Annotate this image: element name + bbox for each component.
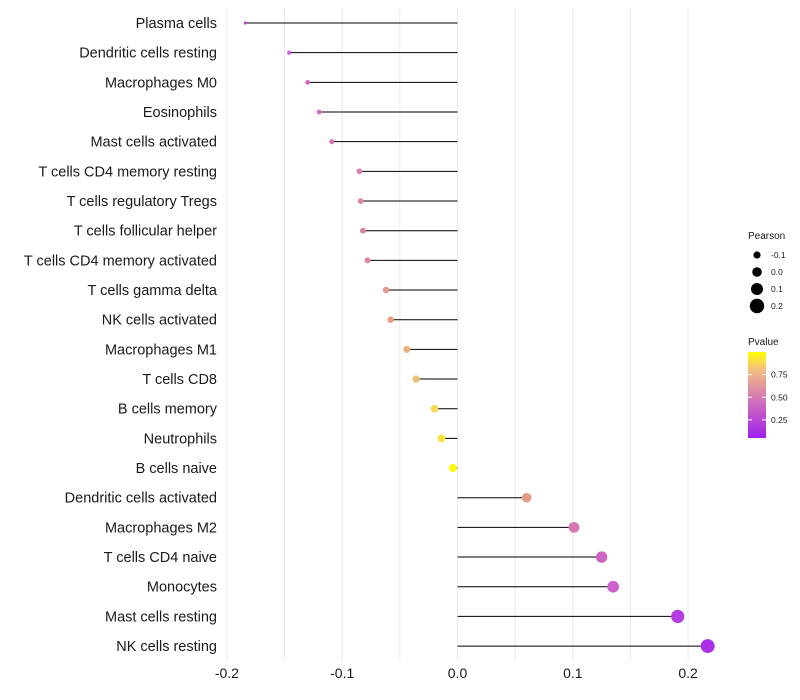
category-label: Plasma cells bbox=[136, 16, 217, 32]
point-dendritic-cells-activated bbox=[521, 492, 532, 503]
size-legend-key bbox=[751, 283, 763, 295]
category-label: T cells regulatory Tregs bbox=[67, 194, 217, 210]
point-dendritic-cells-resting bbox=[287, 50, 292, 55]
category-label: Mast cells activated bbox=[90, 135, 217, 151]
category-label: Macrophages M2 bbox=[105, 520, 217, 536]
x-tick-label: 0.1 bbox=[563, 665, 583, 681]
point-nk-cells-activated bbox=[387, 316, 394, 323]
color-legend: Pvalue 0.25 0.50 0.75 bbox=[748, 337, 788, 438]
size-legend-label: -0.1 bbox=[771, 250, 786, 260]
category-label: NK cells activated bbox=[102, 313, 217, 329]
point-t-cells-cd4-naive bbox=[595, 551, 608, 563]
point-b-cells-memory bbox=[430, 404, 439, 413]
grid-lines bbox=[226, 8, 689, 660]
lollipop-stems bbox=[245, 22, 708, 647]
size-legend-label: 0.2 bbox=[771, 301, 783, 311]
category-label: Dendritic cells resting bbox=[79, 46, 217, 62]
category-label: Eosinophils bbox=[143, 105, 217, 121]
color-legend-bar bbox=[748, 352, 766, 438]
color-legend-label: 0.75 bbox=[771, 370, 788, 380]
point-t-cells-cd4-memory-activated bbox=[364, 257, 371, 264]
category-label: Dendritic cells activated bbox=[65, 491, 217, 507]
size-legend-key bbox=[753, 251, 761, 259]
category-label: B cells naive bbox=[136, 461, 217, 477]
category-label: T cells CD4 memory resting bbox=[38, 164, 217, 180]
point-macrophages-m2 bbox=[568, 521, 580, 533]
size-legend-label: 0.1 bbox=[771, 284, 783, 294]
color-legend-label: 0.50 bbox=[771, 392, 788, 402]
category-label: T cells gamma delta bbox=[88, 283, 218, 299]
category-label: T cells follicular helper bbox=[74, 224, 217, 240]
color-legend-title: Pvalue bbox=[748, 337, 779, 348]
point-macrophages-m0 bbox=[305, 80, 310, 85]
point-t-cells-regulatory-tregs bbox=[357, 198, 364, 204]
size-legend-title: Pearson bbox=[748, 231, 785, 242]
x-tick-label: -0.1 bbox=[330, 665, 354, 681]
category-label: T cells CD4 memory activated bbox=[24, 253, 217, 269]
point-macrophages-m1 bbox=[403, 345, 411, 353]
size-legend-label: 0.0 bbox=[771, 267, 783, 277]
point-t-cells-follicular-helper bbox=[360, 227, 366, 234]
point-t-cells-cd8 bbox=[412, 375, 420, 383]
category-label: B cells memory bbox=[118, 402, 218, 418]
point-b-cells-naive bbox=[448, 464, 457, 473]
x-tick-label: 0.0 bbox=[448, 665, 468, 681]
size-legend-key bbox=[752, 267, 762, 277]
point-monocytes bbox=[607, 580, 620, 593]
category-label: Mast cells resting bbox=[105, 609, 217, 625]
size-legend-key bbox=[749, 298, 765, 314]
category-label: Neutrophils bbox=[144, 431, 217, 447]
x-axis-ticks: -0.2 -0.1 0.0 0.1 0.2 bbox=[215, 665, 698, 681]
color-legend-label: 0.25 bbox=[771, 415, 788, 425]
point-mast-cells-resting bbox=[671, 609, 685, 624]
point-t-cells-gamma-delta bbox=[382, 286, 390, 294]
category-label: Macrophages M1 bbox=[105, 342, 217, 358]
x-tick-label: 0.2 bbox=[678, 665, 698, 681]
category-label: T cells CD4 naive bbox=[104, 550, 217, 566]
point-nk-cells-resting bbox=[700, 639, 715, 654]
lollipop-points bbox=[243, 21, 715, 654]
size-legend: Pearson -0.1 0.0 0.1 0.2 bbox=[748, 231, 786, 314]
category-label: T cells CD8 bbox=[142, 372, 217, 388]
x-tick-label: -0.2 bbox=[215, 665, 239, 681]
point-neutrophils bbox=[437, 434, 446, 443]
category-label: Monocytes bbox=[147, 580, 217, 596]
category-labels: Plasma cells Dendritic cells resting Macro… bbox=[24, 16, 218, 655]
point-plasma-cells bbox=[243, 21, 247, 25]
point-mast-cells-activated bbox=[329, 139, 335, 145]
category-label: Macrophages M0 bbox=[105, 75, 217, 91]
category-label: NK cells resting bbox=[116, 639, 217, 655]
point-eosinophils bbox=[316, 109, 322, 115]
point-t-cells-cd4-memory-resting bbox=[356, 168, 363, 175]
